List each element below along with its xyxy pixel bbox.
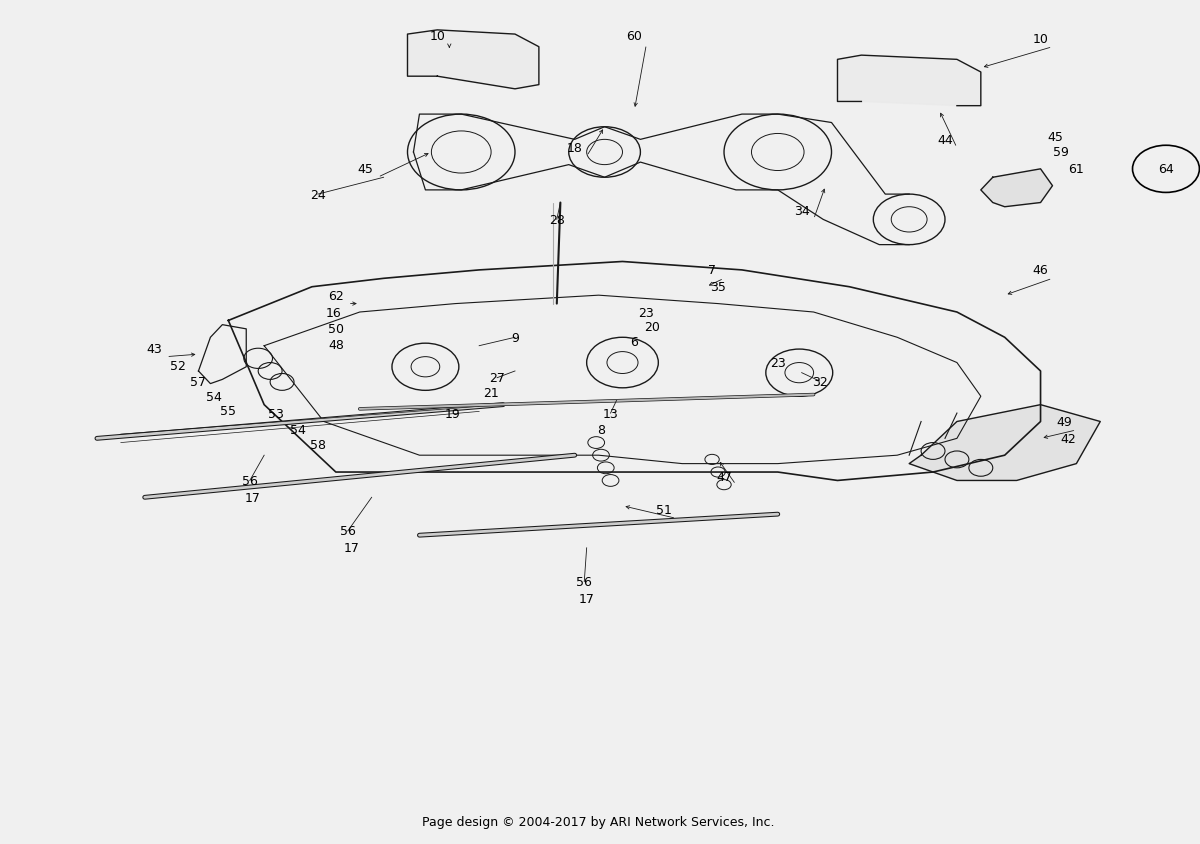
Text: 56: 56 xyxy=(340,525,355,538)
Text: 35: 35 xyxy=(710,281,726,294)
Text: 55: 55 xyxy=(221,404,236,418)
Text: 16: 16 xyxy=(325,306,341,319)
Text: 19: 19 xyxy=(445,407,461,420)
Text: 42: 42 xyxy=(1060,432,1076,446)
Text: 44: 44 xyxy=(937,133,953,147)
Text: 7: 7 xyxy=(708,264,716,277)
Text: 8: 8 xyxy=(596,424,605,437)
Text: 61: 61 xyxy=(1068,163,1085,176)
Text: 27: 27 xyxy=(490,371,505,385)
Text: 17: 17 xyxy=(343,542,359,555)
Text: 10: 10 xyxy=(1033,33,1049,46)
Text: 59: 59 xyxy=(1052,146,1069,160)
Text: 64: 64 xyxy=(1158,163,1174,176)
Polygon shape xyxy=(838,56,980,106)
Text: 46: 46 xyxy=(1033,264,1049,277)
Text: 56: 56 xyxy=(242,474,258,487)
Text: 23: 23 xyxy=(638,306,654,319)
Text: 43: 43 xyxy=(146,343,162,355)
Text: 18: 18 xyxy=(566,142,583,155)
Text: 52: 52 xyxy=(170,360,186,373)
Text: 21: 21 xyxy=(484,386,499,399)
Polygon shape xyxy=(408,31,539,89)
Text: 10: 10 xyxy=(430,30,445,43)
Text: 34: 34 xyxy=(793,205,810,219)
Text: Page design © 2004-2017 by ARI Network Services, Inc.: Page design © 2004-2017 by ARI Network S… xyxy=(422,815,775,828)
Text: 45: 45 xyxy=(358,163,373,176)
Text: 50: 50 xyxy=(328,323,344,336)
Text: 57: 57 xyxy=(191,375,206,388)
Text: 56: 56 xyxy=(576,576,593,588)
Text: 45: 45 xyxy=(1046,131,1063,144)
Text: 48: 48 xyxy=(328,338,343,351)
Text: 53: 53 xyxy=(268,407,284,420)
Text: 51: 51 xyxy=(656,504,672,517)
Text: 32: 32 xyxy=(811,375,828,388)
Text: 58: 58 xyxy=(310,438,326,452)
Text: 24: 24 xyxy=(310,188,325,202)
Polygon shape xyxy=(910,405,1100,481)
Text: 62: 62 xyxy=(328,289,343,302)
Text: 23: 23 xyxy=(770,357,786,370)
Text: 49: 49 xyxy=(1056,415,1073,429)
Text: 17: 17 xyxy=(578,592,594,605)
Text: 13: 13 xyxy=(602,407,618,420)
Text: 54: 54 xyxy=(289,424,306,437)
Text: 54: 54 xyxy=(206,390,222,403)
Text: 60: 60 xyxy=(626,30,642,43)
Text: 9: 9 xyxy=(511,332,518,344)
Text: 28: 28 xyxy=(548,214,565,226)
Polygon shape xyxy=(980,170,1052,208)
Text: 17: 17 xyxy=(245,491,260,504)
Text: 20: 20 xyxy=(644,321,660,333)
Text: 47: 47 xyxy=(716,470,732,483)
Text: 6: 6 xyxy=(630,336,638,349)
